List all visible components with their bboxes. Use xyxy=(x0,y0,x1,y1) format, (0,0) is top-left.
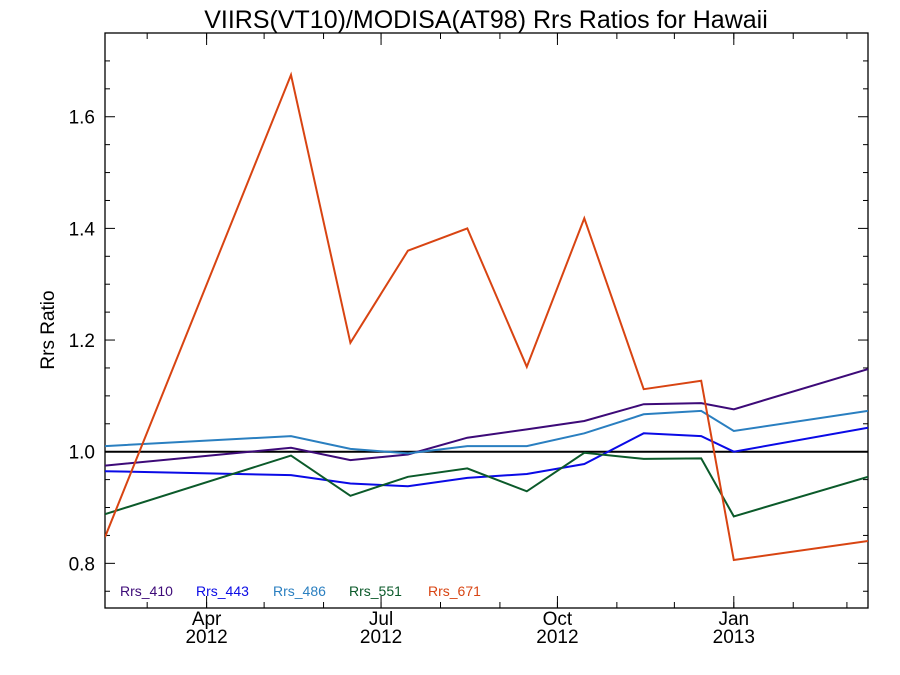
x-tick-year-label: 2012 xyxy=(536,627,578,648)
y-axis-label: Rrs Ratio xyxy=(38,290,59,369)
y-tick-label: 1.2 xyxy=(69,331,95,352)
x-tick-year-label: 2012 xyxy=(185,627,227,648)
x-tick-month-label: Apr xyxy=(192,609,222,630)
y-tick-label: 0.8 xyxy=(69,554,95,575)
legend-entry-rrs_410: Rrs_410 xyxy=(120,583,173,599)
legend-entry-rrs_671: Rrs_671 xyxy=(428,583,481,599)
series-line-rrs_486 xyxy=(105,409,868,455)
legend-entry-rrs_443: Rrs_443 xyxy=(196,583,249,599)
plot-area: 0.81.01.21.41.6Apr2012Jul2012Oct2012Jan2… xyxy=(69,32,869,648)
legend-entry-rrs_551: Rrs_551 xyxy=(349,583,402,599)
y-tick-label: 1.4 xyxy=(69,219,96,240)
y-tick-label: 1.6 xyxy=(69,108,95,129)
x-tick-month-label: Jul xyxy=(369,609,393,630)
x-tick-year-label: 2013 xyxy=(713,627,755,648)
series-line-rrs_551 xyxy=(105,451,868,518)
x-tick-month-label: Oct xyxy=(543,609,573,630)
y-tick-label: 1.0 xyxy=(69,443,95,464)
legend: Rrs_410 Rrs_443 Rrs_486 Rrs_551 Rrs_671 xyxy=(120,583,481,599)
x-tick-month-label: Jan xyxy=(718,609,749,630)
plot-frame xyxy=(104,32,869,609)
x-tick-year-label: 2012 xyxy=(360,627,402,648)
legend-entry-rrs_486: Rrs_486 xyxy=(273,583,326,599)
series-line-rrs_671 xyxy=(105,71,868,562)
series-line-rrs_410 xyxy=(105,368,868,467)
chart-title: VIIRS(VT10)/MODISA(AT98) Rrs Ratios for … xyxy=(204,6,768,34)
